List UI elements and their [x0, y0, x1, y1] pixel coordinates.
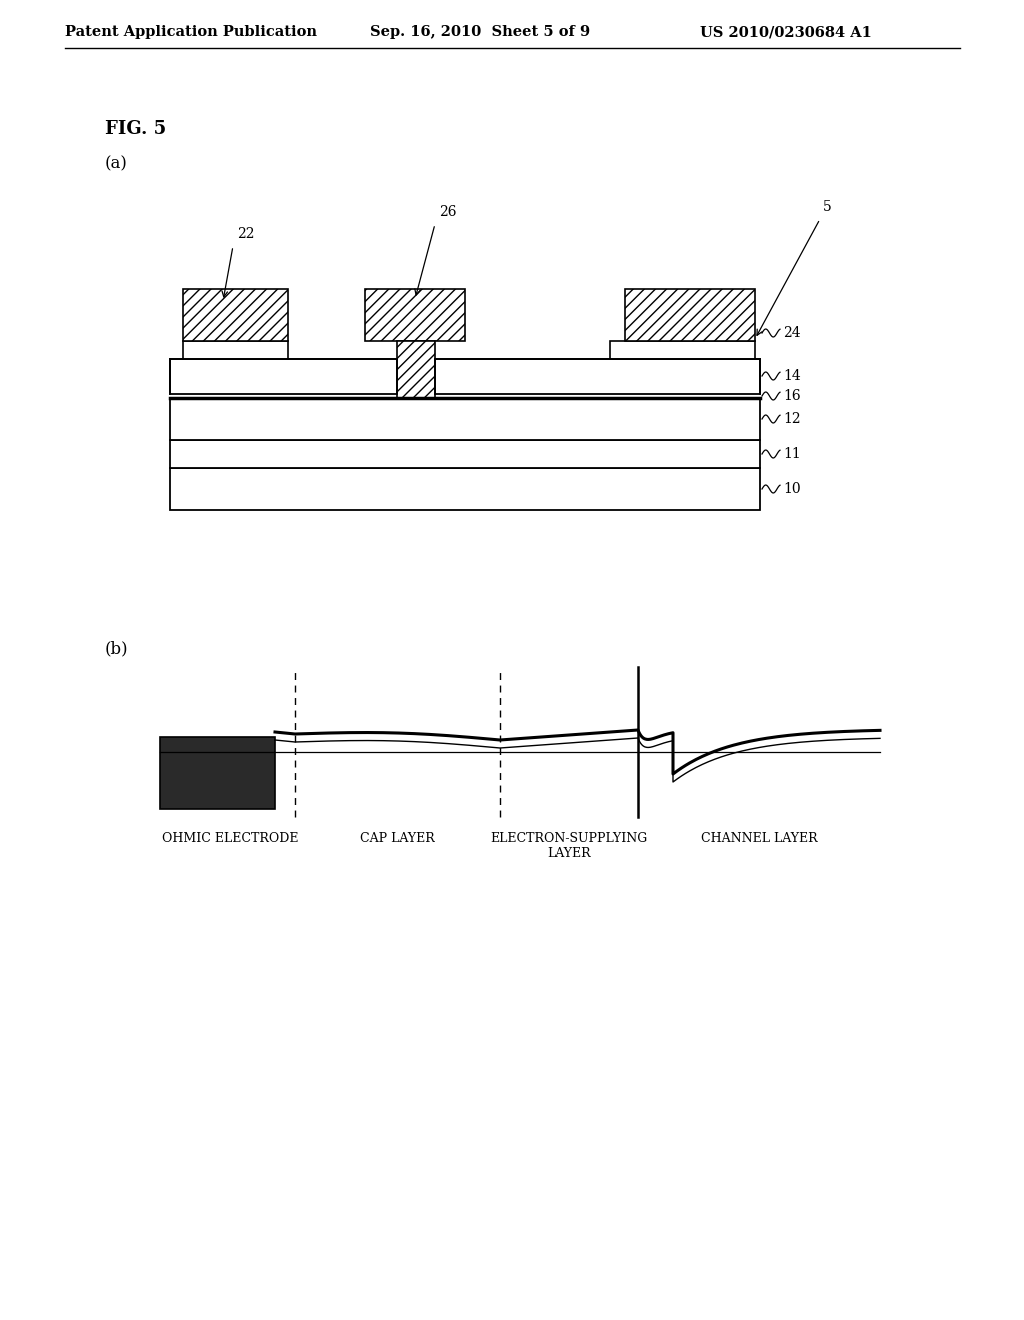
Text: 14: 14 — [783, 370, 801, 383]
Text: 11: 11 — [783, 447, 801, 461]
Bar — [610, 341, 755, 359]
Bar — [183, 341, 288, 359]
Text: ELECTRON-SUPPLYING
LAYER: ELECTRON-SUPPLYING LAYER — [490, 832, 647, 861]
Bar — [170, 359, 760, 393]
Text: (a): (a) — [105, 154, 128, 172]
Bar — [397, 341, 435, 399]
Bar — [625, 289, 755, 341]
Text: 10: 10 — [783, 482, 801, 496]
Text: US 2010/0230684 A1: US 2010/0230684 A1 — [700, 25, 871, 40]
Text: 26: 26 — [439, 205, 457, 219]
Text: 5: 5 — [823, 201, 831, 214]
Bar — [365, 289, 465, 341]
Text: 24: 24 — [783, 326, 801, 341]
Bar — [160, 737, 275, 809]
Bar — [183, 289, 288, 341]
Text: Sep. 16, 2010  Sheet 5 of 9: Sep. 16, 2010 Sheet 5 of 9 — [370, 25, 590, 40]
Bar — [170, 469, 760, 510]
Text: (b): (b) — [105, 640, 129, 657]
Text: FIG. 5: FIG. 5 — [105, 120, 166, 139]
Text: CHANNEL LAYER: CHANNEL LAYER — [700, 832, 817, 845]
Text: OHMIC ELECTRODE: OHMIC ELECTRODE — [162, 832, 299, 845]
Text: CAP LAYER: CAP LAYER — [360, 832, 435, 845]
Bar — [397, 341, 435, 393]
Text: 12: 12 — [783, 412, 801, 426]
Bar — [170, 440, 760, 469]
Text: 22: 22 — [237, 227, 255, 242]
Text: Patent Application Publication: Patent Application Publication — [65, 25, 317, 40]
Bar — [170, 399, 760, 440]
Text: 16: 16 — [783, 389, 801, 403]
